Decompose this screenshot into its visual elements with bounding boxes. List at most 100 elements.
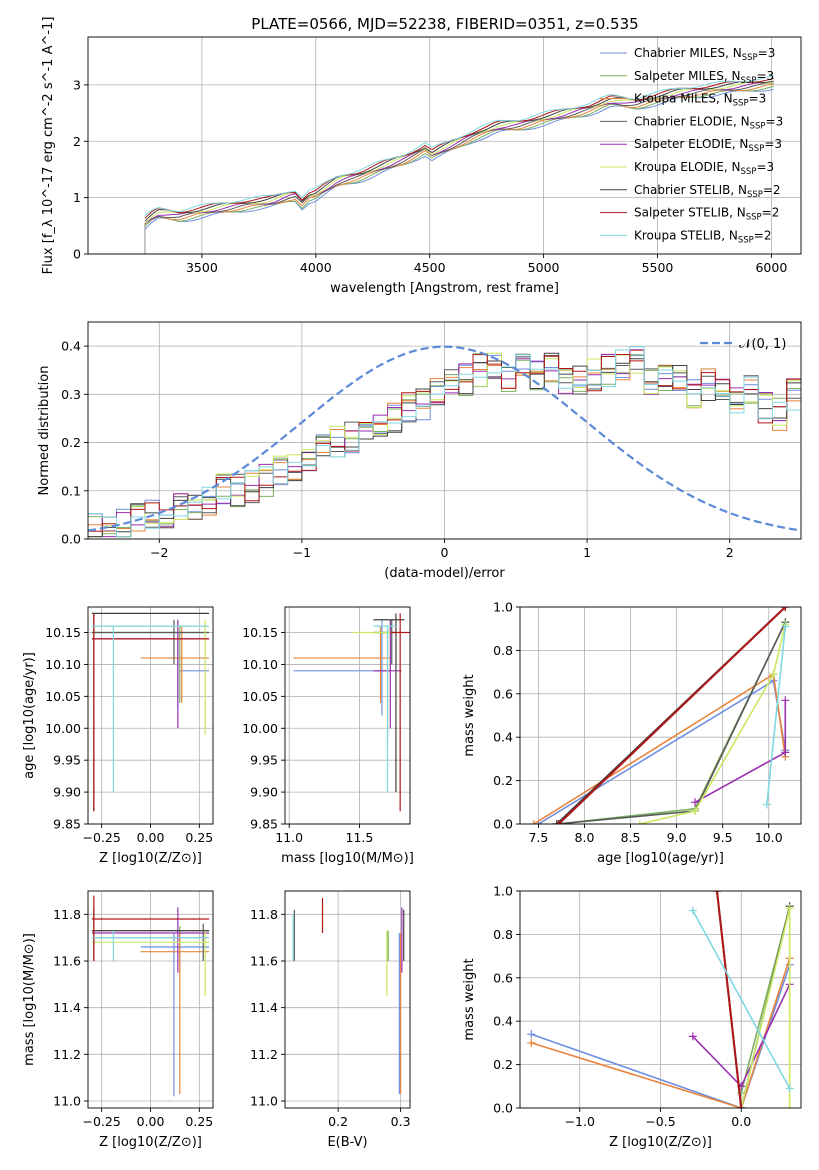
x-tick-label: −0.25: [83, 1114, 121, 1129]
series-line: [766, 626, 787, 805]
model-kroupa-stelib: [144, 75, 774, 217]
x-tick-label: 7.5: [528, 830, 548, 845]
series-marker: [713, 891, 722, 895]
series-marker: [527, 1038, 536, 1047]
axes: −0.25 0.00 0.25 11.0 11.2 11.4 11.6 11.8 Z [log1…: [22, 890, 214, 1150]
series-line: [558, 607, 786, 824]
x-tick-label: 3500: [186, 260, 218, 275]
axes: 0.2 0.3 11.0 11.2 11.4 11.6 11.8 E(B-V): [250, 890, 411, 1150]
legend-entry: Kroupa STELIB, NSSP=2: [634, 228, 772, 245]
y-tick-label: 11.2: [53, 1047, 81, 1062]
y-tick-label: 9.85: [250, 817, 278, 832]
y-tick-label: 10.10: [45, 657, 81, 672]
y-tick-label: 0.1: [61, 483, 81, 498]
plot-area: [91, 895, 210, 1097]
x-tick-label: 8.5: [621, 830, 641, 845]
y-tick-label: 0.3: [61, 387, 81, 402]
panel-Z-vs-mass: −0.25 0.00 0.25 11.0 11.2 11.4 11.6 11.8 Z [log1…: [22, 890, 214, 1150]
panel-spectrum: 3500 4000 4500 5000 5500 6000 0 1 2 3 wavelength […: [41, 17, 802, 296]
plot-area: [293, 613, 410, 812]
y-tick-label: 0.0: [493, 817, 513, 832]
y-tick-label: 2: [73, 134, 81, 149]
gridlines: [285, 891, 410, 1108]
plot-area: [529, 607, 790, 824]
axes-frame: [284, 606, 411, 825]
legend-entry: Salpeter ELODIE, NSSP=3: [634, 137, 782, 154]
y-tick-label: 0.4: [61, 339, 81, 354]
axes-frame: [284, 890, 411, 1109]
gridlines: [88, 607, 213, 825]
x-tick-label: −1.0: [565, 1114, 595, 1129]
x-tick-label: 10.0: [755, 830, 783, 845]
y-tick-label: 1.0: [493, 884, 513, 899]
point-kroupa-elodie: [91, 930, 210, 996]
series-line: [639, 624, 787, 824]
x-tick-label: 9.5: [713, 830, 733, 845]
series-marker: [529, 820, 538, 824]
legend-entry: 𝒩(0, 1): [739, 337, 786, 352]
axes: −2 −1 0 1 2 0.0 0.1 0.2 0.3 0.4 (data-model)/error…: [37, 321, 802, 581]
y-tick-label: 0.0: [61, 532, 81, 547]
y-tick-label: 11.6: [53, 954, 81, 969]
series-marker: [691, 798, 700, 807]
series-marker: [554, 820, 563, 824]
x-tick-label: 1: [583, 545, 591, 560]
point-salpeter-elodie: [91, 907, 210, 973]
x-tick-label: −1: [293, 545, 311, 560]
y-tick-label: 0.2: [61, 435, 81, 450]
legend-entry: Salpeter STELIB, NSSP=2: [634, 206, 779, 223]
point-kroupa-miles: [293, 626, 391, 703]
hist-chabrier-elodie: [88, 353, 801, 538]
x-axis-label: Z [log10(Z/Z⊙)]: [99, 1135, 202, 1150]
y-tick-label: 0.8: [493, 927, 513, 942]
series-marker: [781, 748, 790, 757]
plot-area: [292, 898, 405, 1094]
hist-kroupa-stelib: [88, 346, 801, 538]
y-tick-label: 9.90: [53, 785, 81, 800]
y-tick-label: 11.8: [250, 907, 278, 922]
y-tick-label: 11.2: [250, 1047, 278, 1062]
y-tick-label: 0: [73, 247, 81, 262]
series-marker: [635, 820, 644, 824]
y-tick-label: 11.6: [250, 954, 278, 969]
x-tick-label: 5500: [642, 260, 674, 275]
x-axis-label: wavelength [Angstrom, rest frame]: [330, 281, 559, 296]
series-marker: [762, 800, 771, 809]
y-tick-label: 0.2: [493, 1057, 513, 1072]
y-tick-label: 10.05: [242, 689, 278, 704]
y-tick-label: 3: [73, 77, 81, 92]
panel-mass-vs-age: 11.0 11.5 9.85 9.90 9.95 10.00 10.05 10.10 10.15…: [242, 606, 414, 866]
series-marker: [769, 670, 778, 679]
y-tick-label: 0.6: [493, 970, 513, 985]
point-chabrier-stelib: [373, 613, 405, 793]
x-tick-label: 0.3: [391, 1114, 411, 1129]
legend-entry: Chabrier STELIB, NSSP=2: [634, 183, 781, 200]
x-axis-label: Z [log10(Z/Z⊙)]: [99, 851, 202, 866]
point-kroupa-stelib: [91, 930, 210, 961]
x-axis-label: Z [log10(Z/Z⊙)]: [609, 1135, 712, 1150]
x-tick-label: 11.5: [346, 830, 374, 845]
y-tick-label: 9.95: [250, 753, 278, 768]
x-tick-label: 8.0: [575, 830, 595, 845]
x-tick-label: −2: [150, 545, 168, 560]
point-kroupa-stelib: [373, 625, 396, 793]
series-line: [692, 910, 791, 1089]
y-tick-label: 10.00: [242, 721, 278, 736]
y-tick-label: 1: [73, 190, 81, 205]
series-marker: [691, 806, 700, 815]
y-tick-label: 0.8: [493, 643, 513, 658]
y-tick-label: 10.00: [45, 721, 81, 736]
x-tick-label: 0.25: [185, 1114, 213, 1129]
x-tick-label: 9.0: [667, 830, 687, 845]
axes: 11.0 11.5 9.85 9.90 9.95 10.00 10.05 10.10 10.15…: [242, 606, 414, 866]
x-tick-label: 11.0: [275, 830, 303, 845]
legend-entry: Kroupa MILES, NSSP=3: [634, 92, 766, 109]
y-tick-label: 0.4: [493, 1014, 513, 1029]
series-line: [740, 908, 791, 1108]
series-marker: [781, 607, 790, 611]
series-marker: [688, 1032, 697, 1041]
y-tick-label: 11.8: [53, 907, 81, 922]
y-tick-label: 10.15: [45, 625, 81, 640]
y-tick-label: 0.4: [493, 730, 513, 745]
point-kroupa-miles: [140, 933, 210, 1094]
